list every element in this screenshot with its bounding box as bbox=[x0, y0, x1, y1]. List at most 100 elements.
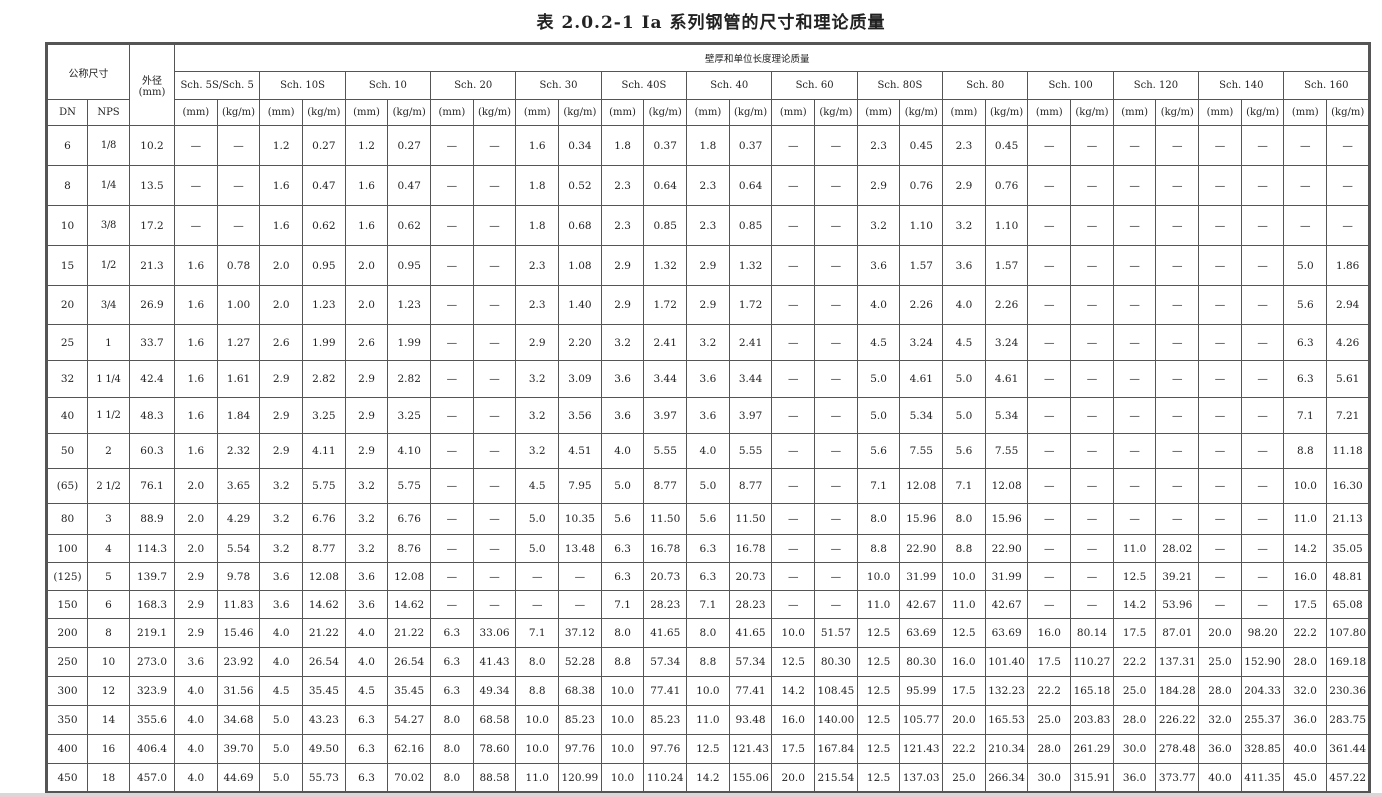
thickness-cell: 14.2 bbox=[686, 763, 730, 793]
thickness-cell: 4.5 bbox=[515, 468, 560, 504]
mass-cell: — bbox=[1155, 433, 1200, 469]
thickness-cell: 25.0 bbox=[942, 763, 986, 793]
thickness-cell: 5.0 bbox=[259, 763, 304, 793]
mass-cell: 11.50 bbox=[643, 503, 688, 535]
thickness-cell: 16.0 bbox=[771, 705, 816, 735]
dn-cell: 40 bbox=[46, 397, 88, 434]
mass-cell: 121.43 bbox=[899, 734, 944, 764]
mass-cell: — bbox=[1070, 433, 1114, 469]
mass-cell: 184.28 bbox=[1155, 676, 1200, 706]
unit-kgm-header: (kg/m) bbox=[558, 99, 602, 126]
thickness-cell: 17.5 bbox=[1027, 647, 1072, 677]
mass-cell: 41.65 bbox=[728, 618, 773, 648]
thickness-cell: 4.5 bbox=[344, 676, 389, 706]
thickness-cell: 20.0 bbox=[1198, 618, 1242, 648]
mass-cell: 0.95 bbox=[302, 245, 346, 286]
thickness-cell: 36.0 bbox=[1283, 705, 1328, 735]
thickness-cell: 3.6 bbox=[942, 245, 986, 286]
mass-cell: — bbox=[1070, 324, 1114, 361]
mass-cell: 5.55 bbox=[643, 433, 688, 469]
outer-diameter-cell: 457.0 bbox=[129, 763, 175, 793]
page-edge bbox=[0, 793, 1382, 797]
thickness-cell: 3.2 bbox=[344, 534, 389, 563]
thickness-cell: 7.1 bbox=[686, 590, 730, 619]
mass-cell: 7.55 bbox=[984, 433, 1029, 469]
thickness-cell: 1.6 bbox=[174, 324, 218, 361]
thickness-cell: 3.2 bbox=[515, 397, 560, 434]
dn-header: DN bbox=[46, 99, 88, 126]
mass-cell: — bbox=[472, 590, 517, 619]
mass-cell: 110.27 bbox=[1070, 647, 1114, 677]
thickness-cell: 6.3 bbox=[600, 562, 645, 591]
schedule-header: Sch. 40S bbox=[600, 71, 688, 100]
thickness-cell: — bbox=[1027, 125, 1072, 166]
thickness-cell: 5.0 bbox=[259, 734, 304, 764]
schedule-header: Sch. 160 bbox=[1283, 71, 1371, 100]
thickness-cell: 2.0 bbox=[174, 534, 218, 563]
thickness-cell: 25.0 bbox=[1027, 705, 1072, 735]
mass-cell: 0.27 bbox=[302, 125, 346, 166]
mass-cell: 21.22 bbox=[302, 618, 346, 648]
thickness-cell: — bbox=[1027, 468, 1072, 504]
thickness-cell: 11.0 bbox=[1283, 503, 1328, 535]
thickness-cell: — bbox=[1283, 165, 1328, 206]
thickness-cell: 8.8 bbox=[1283, 433, 1328, 469]
thickness-cell: 8.0 bbox=[856, 503, 901, 535]
thickness-cell: 2.6 bbox=[259, 324, 304, 361]
thickness-cell: — bbox=[1198, 285, 1242, 325]
mass-cell: 14.62 bbox=[302, 590, 346, 619]
mass-cell: 0.45 bbox=[899, 125, 944, 166]
thickness-cell: 2.0 bbox=[344, 285, 389, 325]
table-row: 450 18 457.0 4.0 44.69 5.0 55.73 6.3 70.02 8.0 88.… bbox=[46, 763, 1371, 793]
unit-kgm-header: (kg/m) bbox=[1326, 99, 1371, 126]
mass-cell: 215.54 bbox=[814, 763, 858, 793]
thickness-cell: 4.0 bbox=[686, 433, 730, 469]
thickness-cell: 4.0 bbox=[600, 433, 645, 469]
mass-cell: 8.77 bbox=[728, 468, 773, 504]
mass-cell: — bbox=[1240, 125, 1285, 166]
dn-cell: 8 bbox=[46, 165, 88, 206]
mass-cell: 3.97 bbox=[643, 397, 688, 434]
thickness-cell: 40.0 bbox=[1283, 734, 1328, 764]
thickness-cell: 5.0 bbox=[856, 397, 901, 434]
mass-cell: — bbox=[814, 534, 858, 563]
thickness-cell: 8.0 bbox=[430, 763, 474, 793]
thickness-cell: 6.3 bbox=[344, 734, 389, 764]
mass-cell: 0.37 bbox=[643, 125, 688, 166]
schedule-header: Sch. 40 bbox=[686, 71, 773, 100]
thickness-cell: 7.1 bbox=[600, 590, 645, 619]
mass-cell: — bbox=[1240, 468, 1285, 504]
mass-cell: 37.12 bbox=[558, 618, 602, 648]
mass-cell: 35.05 bbox=[1326, 534, 1371, 563]
unit-mm-header: (mm) bbox=[515, 99, 560, 126]
table-row: (65) 2 1/2 76.1 2.0 3.65 3.2 5.75 3.2 5.75— —4.5 7… bbox=[46, 468, 1371, 504]
thickness-cell: — bbox=[771, 534, 816, 563]
outer-diameter-cell: 323.9 bbox=[129, 676, 175, 706]
mass-cell: 51.57 bbox=[814, 618, 858, 648]
nps-cell: 5 bbox=[87, 562, 130, 591]
outer-diameter-cell: 355.6 bbox=[129, 705, 175, 735]
mass-cell: 3.44 bbox=[728, 360, 773, 398]
mass-cell: — bbox=[1326, 205, 1371, 246]
mass-cell: 203.83 bbox=[1070, 705, 1114, 735]
mass-cell: — bbox=[814, 205, 858, 246]
schedule-header: Sch. 60 bbox=[771, 71, 858, 100]
outer-diameter-cell: 60.3 bbox=[129, 433, 175, 469]
table-row: 80 3 88.9 2.0 4.29 3.2 6.76 3.2 6.76— —5.0 10.35 5.… bbox=[46, 503, 1371, 535]
thickness-cell: 36.0 bbox=[1198, 734, 1242, 764]
mass-cell: 0.64 bbox=[643, 165, 688, 206]
outer-diameter-label: 外径 bbox=[142, 76, 162, 87]
mass-cell: 4.51 bbox=[558, 433, 602, 469]
mass-cell: 12.08 bbox=[387, 562, 432, 591]
dn-cell: 20 bbox=[46, 285, 88, 325]
mass-cell: — bbox=[1240, 433, 1285, 469]
outer-diameter-unit: (mm) bbox=[138, 87, 166, 98]
thickness-cell: — bbox=[771, 590, 816, 619]
thickness-cell: 7.1 bbox=[1283, 397, 1328, 434]
thickness-cell: 5.0 bbox=[856, 360, 901, 398]
thickness-cell: 10.0 bbox=[600, 734, 645, 764]
mass-cell: 3.65 bbox=[216, 468, 261, 504]
outer-diameter-cell: 168.3 bbox=[129, 590, 175, 619]
mass-cell: — bbox=[1070, 397, 1114, 434]
mass-cell: — bbox=[814, 468, 858, 504]
